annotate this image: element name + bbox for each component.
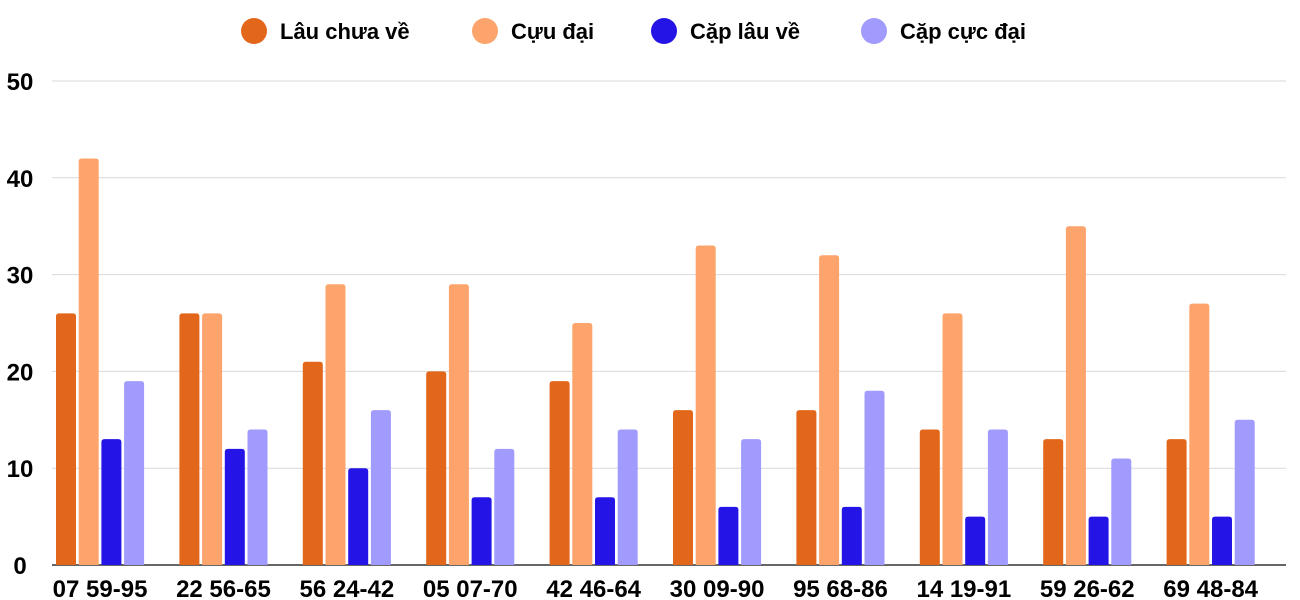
y-tick-label: 30 bbox=[7, 263, 34, 290]
legend-swatch bbox=[651, 18, 677, 44]
bar-1-2 bbox=[179, 313, 200, 565]
bar-4-3 bbox=[370, 410, 391, 565]
legend-swatch bbox=[861, 18, 887, 44]
bar-4-8 bbox=[987, 429, 1008, 565]
bar-4-1 bbox=[124, 381, 145, 565]
x-category-label: 69 48-84 bbox=[1163, 576, 1258, 600]
bar-1-4 bbox=[426, 371, 447, 565]
legend-swatch bbox=[241, 18, 267, 44]
x-category-label: 07 59-95 bbox=[53, 576, 148, 600]
bar-1-3 bbox=[302, 361, 323, 565]
y-tick-label: 50 bbox=[7, 69, 34, 96]
x-category-label: 30 09-90 bbox=[670, 576, 765, 600]
y-tick-label: 40 bbox=[7, 166, 34, 193]
bar-3-2 bbox=[224, 448, 245, 565]
bar-3-5 bbox=[595, 497, 615, 565]
bar-1-7 bbox=[796, 410, 817, 565]
bar-2-8 bbox=[942, 313, 963, 565]
bar-3-7 bbox=[841, 506, 862, 565]
y-tick-label: 10 bbox=[7, 456, 34, 483]
bar-2-3 bbox=[325, 284, 346, 565]
bars bbox=[56, 158, 1255, 566]
bar-3-3 bbox=[348, 468, 369, 565]
bar-2-6 bbox=[695, 245, 716, 565]
x-category-label: 95 68-86 bbox=[793, 576, 888, 600]
bar-3-1 bbox=[101, 439, 122, 565]
bar-1-1 bbox=[56, 313, 76, 565]
legend-item: Cặp cực đại bbox=[861, 18, 1026, 44]
bar-4-2 bbox=[247, 429, 268, 565]
bar-2-9 bbox=[1065, 226, 1086, 565]
legend-item: Cặp lâu về bbox=[651, 18, 800, 44]
legend-item: Cựu đại bbox=[472, 18, 594, 44]
bar-4-4 bbox=[494, 448, 515, 565]
bar-3-4 bbox=[471, 497, 492, 565]
bar-2-4 bbox=[448, 284, 469, 565]
legend-label: Cặp cực đại bbox=[900, 19, 1026, 44]
x-category-label: 59 26-62 bbox=[1040, 576, 1135, 600]
bar-3-9 bbox=[1088, 516, 1109, 565]
x-category-label: 56 24-42 bbox=[299, 576, 394, 600]
legend: Lâu chưa về Cựu đại Cặp lâu về Cặp cực đại bbox=[241, 18, 1026, 44]
legend-label: Cựu đại bbox=[511, 19, 594, 44]
y-tick-label: 0 bbox=[13, 553, 26, 580]
bar-3-10 bbox=[1212, 516, 1232, 565]
legend-item: Lâu chưa về bbox=[241, 18, 410, 44]
x-axis: 07 59-95 22 56-65 56 24-42 05 07-70 42 46-64… bbox=[53, 576, 1259, 600]
x-category-label: 42 46-64 bbox=[546, 576, 641, 600]
legend-swatch bbox=[472, 18, 498, 44]
bar-4-7 bbox=[864, 390, 885, 565]
bar-2-10 bbox=[1189, 303, 1210, 565]
bar-4-10 bbox=[1234, 419, 1255, 565]
bar-1-6 bbox=[673, 410, 693, 565]
bar-3-8 bbox=[965, 516, 986, 565]
legend-label: Lâu chưa về bbox=[280, 19, 410, 44]
y-tick-label: 20 bbox=[7, 359, 34, 386]
x-category-label: 05 07-70 bbox=[423, 576, 518, 600]
legend-label: Cặp lâu về bbox=[690, 19, 800, 44]
x-category-label: 14 19-91 bbox=[916, 576, 1011, 600]
bar-4-9 bbox=[1111, 458, 1132, 565]
bar-1-5 bbox=[549, 381, 570, 565]
bar-2-5 bbox=[572, 323, 593, 565]
bar-1-10 bbox=[1166, 439, 1187, 565]
bar-2-7 bbox=[819, 255, 840, 566]
bar-2-1 bbox=[78, 158, 99, 565]
bar-4-6 bbox=[741, 439, 762, 565]
bar-1-8 bbox=[919, 429, 940, 565]
bar-1-9 bbox=[1043, 439, 1064, 565]
y-axis: 0 10 20 30 40 50 bbox=[7, 69, 34, 580]
bar-2-2 bbox=[202, 313, 223, 565]
bar-4-5 bbox=[617, 429, 638, 565]
x-category-label: 22 56-65 bbox=[176, 576, 271, 600]
bar-3-6 bbox=[718, 506, 739, 565]
